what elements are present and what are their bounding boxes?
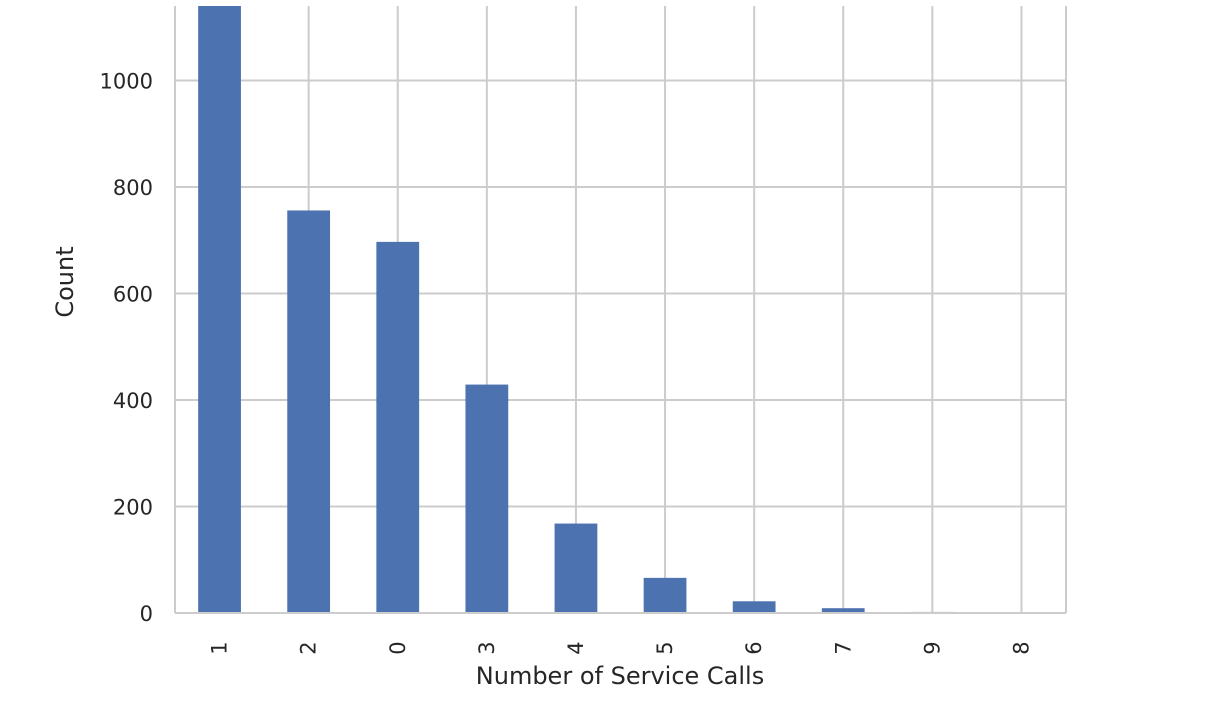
bar-2 [287,210,331,613]
bars [198,6,1043,614]
y-tick-label: 1000 [100,70,153,94]
y-tick-label: 800 [113,176,153,200]
x-tick-label: 1 [208,641,232,654]
bar-4 [554,523,598,613]
bar-1 [198,6,241,613]
x-tick-label: 4 [564,641,588,654]
x-tick-label: 7 [831,641,855,654]
x-tick-label: 5 [653,641,677,654]
y-tick-labels: 0 200 400 600 800 1000 [100,70,153,626]
x-tick-label: 3 [475,641,499,654]
y-tick-label: 400 [113,389,153,413]
bar-5 [643,577,687,613]
axes-frame [174,6,1067,614]
bar-6 [732,601,776,613]
grid [175,6,1066,614]
y-tick-label: 600 [113,283,153,307]
x-tick-label: 6 [742,641,766,654]
y-axis-title: Count [51,246,79,317]
x-tick-label: 8 [1009,641,1033,654]
y-tick-label: 200 [113,496,153,520]
x-tick-labels: 1 2 0 3 4 5 6 7 9 8 [208,641,1034,654]
bar-0 [376,241,420,614]
x-tick-label: 2 [297,641,321,654]
y-tick-label: 0 [140,602,153,626]
x-tick-label: 0 [386,641,410,654]
x-axis-title: Number of Service Calls [476,662,764,690]
bar-7 [821,608,865,613]
x-tick-label: 9 [920,641,944,654]
bar-3 [465,384,509,613]
